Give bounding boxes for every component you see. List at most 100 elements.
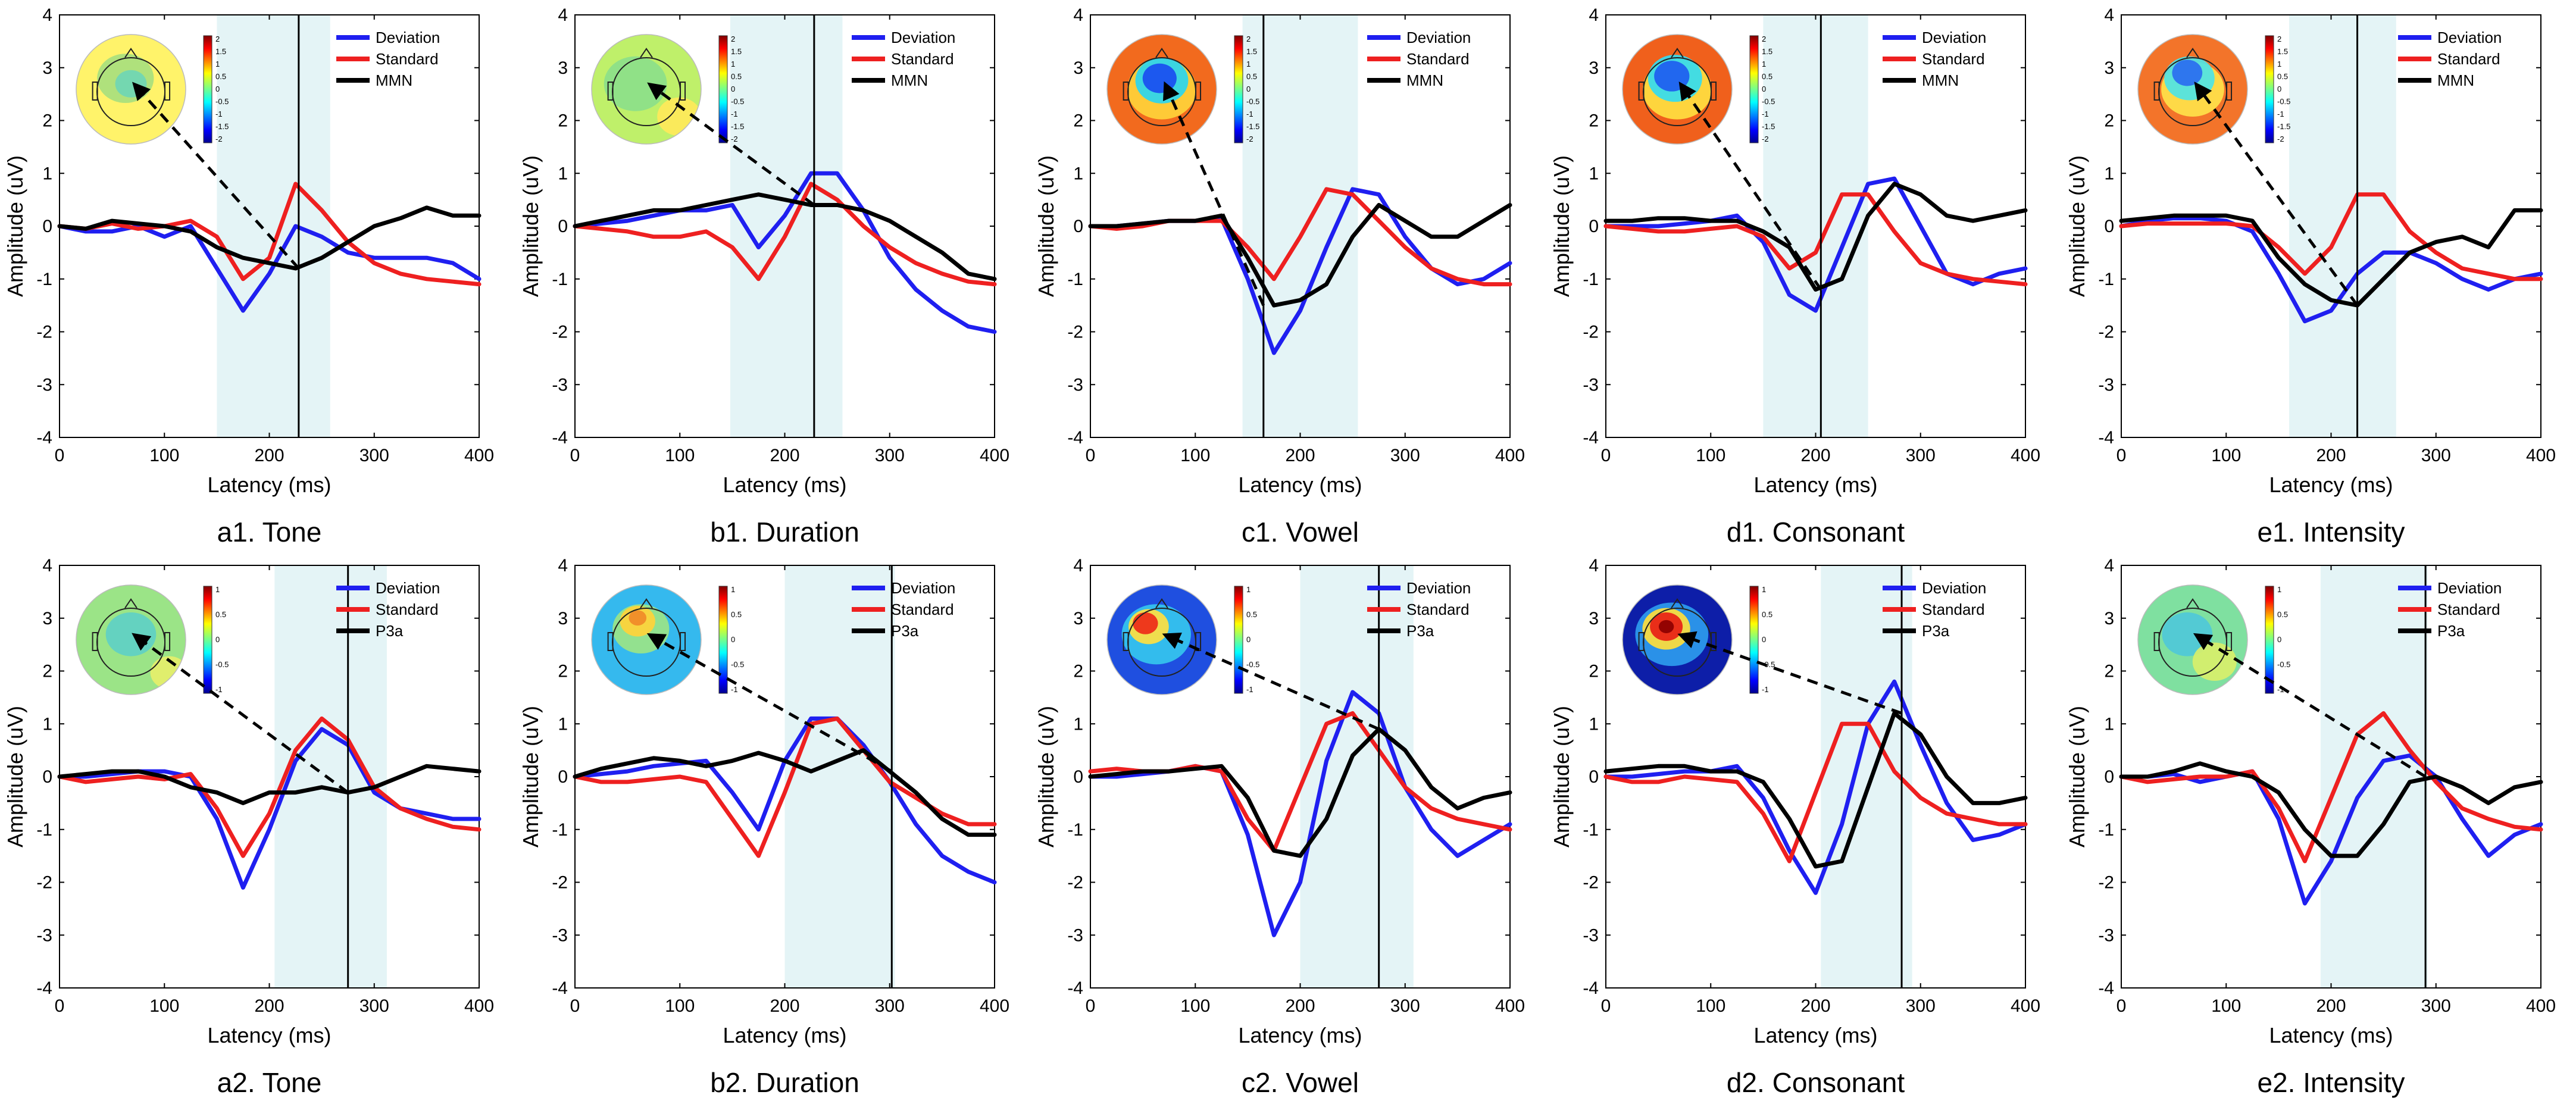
x-tick-label: 300: [1906, 996, 1936, 1016]
x-tick-label: 400: [1495, 446, 1525, 465]
colorbar: [1234, 35, 1243, 143]
x-axis-title: Latency (ms): [723, 1023, 846, 1047]
y-tick-label: 4: [1073, 5, 1083, 25]
left-ear-icon: [92, 82, 98, 101]
topomap-border: [2137, 34, 2248, 145]
topomap-region: [1654, 61, 1690, 92]
series-line-deviation: [2119, 216, 2543, 324]
right-ear-icon: [2226, 82, 2233, 101]
x-tick-label: 300: [359, 996, 389, 1016]
y-tick-label: -3: [2098, 925, 2114, 945]
x-tick-label: 300: [2421, 996, 2451, 1016]
colorbar-tick-label: -1.5: [215, 122, 229, 131]
colorbar-tick-label: -1: [2277, 685, 2284, 694]
topomap-border: [1106, 34, 1217, 145]
panel-caption: e2. Intensity: [2257, 1067, 2405, 1098]
series-line-mmn: [2119, 208, 2543, 308]
x-axis-title: Latency (ms): [2269, 473, 2393, 497]
colorbar-tick-label: 0: [215, 635, 220, 644]
y-tick-label: -4: [2098, 978, 2114, 998]
y-axis-title: Amplitude (uV): [1034, 155, 1058, 297]
colorbar-tick-label: -1: [215, 685, 223, 694]
x-tick-label: 400: [980, 996, 1009, 1016]
colorbar-tick-label: 0.5: [215, 72, 226, 81]
series-line-standard: [1603, 192, 2028, 287]
y-tick-label: 3: [42, 609, 52, 628]
colorbar: [1234, 586, 1243, 694]
x-tick-label: 400: [2011, 996, 2040, 1016]
left-ear-icon: [1123, 632, 1129, 651]
series-line-p3a: [2119, 761, 2543, 858]
x-axis-title: Latency (ms): [207, 1023, 331, 1047]
x-tick-label: 0: [55, 446, 65, 465]
colorbar-tick-label: 0: [731, 85, 735, 93]
y-tick-label: -1: [2098, 820, 2114, 840]
nose-icon: [124, 598, 137, 609]
panel-b1: -4 -3 -2 -1 0 1 2 3 4 0 100 200 300 400 Latency (ms) Am…: [518, 5, 1009, 548]
colorbar-tick-label: -1: [215, 110, 223, 118]
y-tick-label: 1: [2104, 164, 2114, 183]
legend-label-deviation: Deviation: [1406, 579, 1471, 597]
colorbar: [2265, 586, 2274, 694]
colorbar-tick-label: -0.5: [1246, 97, 1259, 106]
y-tick-label: 0: [1073, 767, 1083, 787]
nose-icon: [1155, 48, 1168, 58]
x-tick-label: 400: [2526, 996, 2556, 1016]
y-tick-label: 1: [2104, 714, 2114, 734]
legend-label-mmn: MMN: [1406, 71, 1443, 89]
y-tick-label: -1: [1067, 270, 1083, 289]
y-axis-title: Amplitude (uV): [518, 155, 543, 297]
topomap-border: [76, 34, 186, 145]
legend-label-mmn: MMN: [1922, 71, 1959, 89]
x-tick-label: 200: [254, 446, 284, 465]
time-window-highlight: [784, 565, 895, 988]
y-tick-label: 1: [42, 714, 52, 734]
x-tick-label: 200: [770, 996, 799, 1016]
colorbar-tick-label: 1.5: [215, 47, 226, 56]
x-tick-label: 0: [2117, 996, 2127, 1016]
y-tick-label: 3: [1073, 609, 1083, 628]
x-tick-label: 0: [1086, 996, 1096, 1016]
x-tick-label: 400: [2526, 446, 2556, 465]
time-window-highlight: [730, 15, 843, 437]
colorbar-tick-label: 0: [1246, 85, 1251, 93]
dashed-arrow: [1677, 631, 1902, 715]
y-tick-label: 0: [2104, 767, 2114, 787]
topomap-fill: [1622, 35, 1732, 144]
colorbar-tick-label: -0.5: [2277, 660, 2290, 669]
x-tick-label: 0: [570, 446, 580, 465]
legend-label-standard: Standard: [1922, 50, 1985, 68]
y-tick-label: 2: [558, 111, 568, 131]
y-tick-label: 4: [1589, 5, 1599, 25]
time-window-highlight: [1300, 565, 1414, 988]
x-tick-label: 100: [1696, 996, 1725, 1016]
colorbar-tick-label: 1: [731, 585, 735, 594]
dashed-arrow: [646, 633, 893, 773]
panel-e1: -4 -3 -2 -1 0 1 2 3 4 0 100 200 300 400 Latency (ms) Am…: [2065, 5, 2556, 548]
right-ear-icon: [680, 632, 686, 651]
legend-label-standard: Standard: [1406, 600, 1470, 618]
y-tick-label: 0: [42, 767, 52, 787]
colorbar-tick-label: -1: [1246, 685, 1253, 694]
x-tick-label: 200: [2316, 446, 2346, 465]
y-tick-label: -4: [36, 978, 52, 998]
series-line-mmn: [573, 192, 997, 281]
x-tick-label: 100: [149, 996, 179, 1016]
y-tick-label: -1: [552, 820, 568, 840]
legend-label-deviation: Deviation: [2437, 29, 2502, 46]
colorbar: [718, 586, 728, 694]
y-tick-label: -3: [1067, 925, 1083, 945]
y-tick-label: -4: [2098, 428, 2114, 448]
y-tick-label: 0: [42, 217, 52, 236]
panel-caption: a1. Tone: [217, 517, 322, 548]
colorbar-tick-label: -0.5: [1762, 97, 1775, 106]
colorbar-tick-label: -0.5: [215, 97, 229, 106]
panel-a2: -4 -3 -2 -1 0 1 2 3 4 0 100 200 300 400 Latency (ms) Am…: [3, 556, 494, 1098]
y-tick-label: -1: [2098, 270, 2114, 289]
right-ear-icon: [164, 632, 171, 651]
y-tick-label: 1: [1589, 164, 1599, 183]
y-tick-label: -1: [1583, 270, 1599, 289]
colorbar-tick-label: -1: [731, 110, 738, 118]
x-tick-label: 300: [2421, 446, 2451, 465]
